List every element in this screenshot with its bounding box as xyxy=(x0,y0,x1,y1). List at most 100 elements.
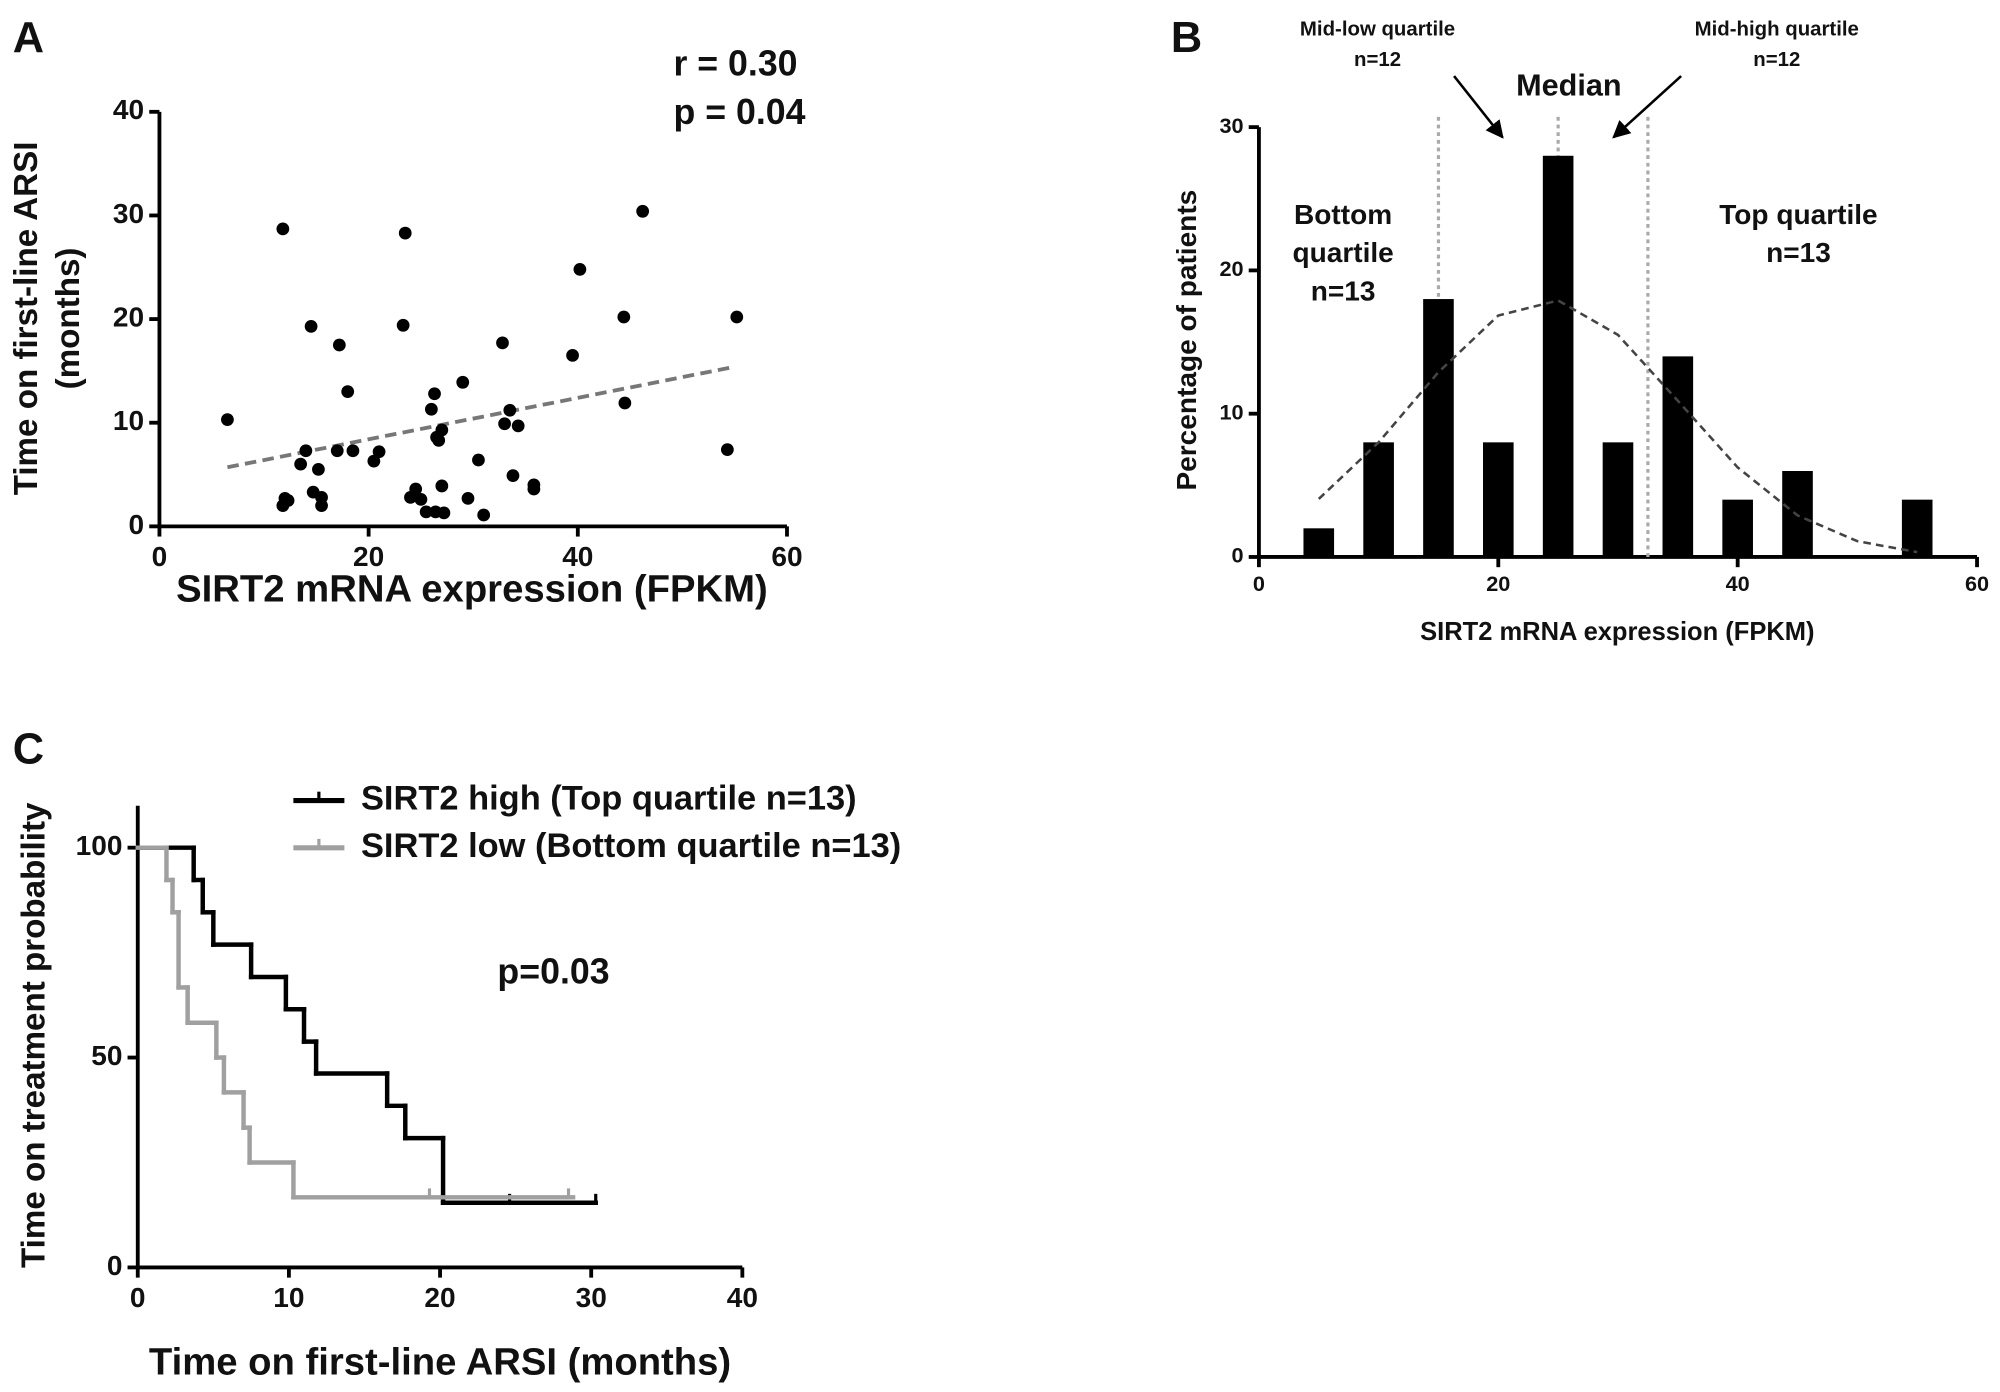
scatter-point xyxy=(527,482,541,496)
scatter-point xyxy=(618,396,632,410)
y-tick-label: 0 xyxy=(1232,543,1244,568)
scatter-point xyxy=(503,403,517,417)
scatter-point xyxy=(730,310,744,324)
scatter-point xyxy=(367,454,381,468)
x-axis-label: SIRT2 mRNA expression (FPKM) xyxy=(176,568,768,611)
annotation: p = 0.04 xyxy=(673,92,805,132)
annotation: Bottom xyxy=(1294,199,1392,230)
scatter-point xyxy=(221,413,234,426)
scatter-point xyxy=(498,417,511,431)
scatter-point xyxy=(312,462,325,476)
y-tick-label: 10 xyxy=(113,405,144,436)
annotation: quartile xyxy=(1292,237,1393,268)
scatter-point xyxy=(341,385,355,399)
annotation: n=13 xyxy=(1766,237,1831,268)
y-tick-label: 10 xyxy=(1220,399,1244,424)
bar xyxy=(1602,442,1634,557)
annotation: p=0.03 xyxy=(497,951,609,991)
x-tick-label: 60 xyxy=(771,541,802,572)
bar xyxy=(1482,442,1514,557)
trend-line xyxy=(227,364,736,470)
x-tick-label: 20 xyxy=(1486,571,1510,596)
scatter-point xyxy=(330,444,344,458)
scatter-point xyxy=(437,506,451,520)
scatter-point xyxy=(276,222,290,236)
scatter-point xyxy=(472,453,485,467)
scatter-point xyxy=(372,445,386,459)
scatter-point xyxy=(414,493,428,506)
annotation: n=12 xyxy=(1354,49,1401,71)
x-tick-label: 0 xyxy=(130,1282,146,1313)
scatter-point xyxy=(720,443,734,457)
arrow xyxy=(1453,75,1504,139)
fit-curve xyxy=(1317,299,1918,554)
arrow xyxy=(1612,75,1682,139)
scatter-point xyxy=(511,419,525,433)
scatter-point xyxy=(573,262,587,276)
scatter-point xyxy=(398,226,412,240)
y-tick-label: 50 xyxy=(91,1040,122,1071)
scatter-point xyxy=(315,499,328,513)
scatter-point xyxy=(435,423,449,437)
x-tick-label: 0 xyxy=(1253,571,1265,596)
legend-label: SIRT2 low (Bottom quartile n=13) xyxy=(361,827,901,865)
scatter-point xyxy=(419,505,433,519)
y-tick-label: 100 xyxy=(76,830,123,861)
x-tick-label: 0 xyxy=(152,541,168,572)
bar xyxy=(1303,528,1335,557)
annotation: Top quartile xyxy=(1719,199,1877,230)
annotation: Mid-low quartile xyxy=(1300,19,1455,41)
y-tick-label: 0 xyxy=(129,509,145,540)
scatter-point xyxy=(304,319,318,333)
bar xyxy=(1423,299,1454,557)
bar xyxy=(1722,499,1753,557)
scatter-point xyxy=(332,338,346,352)
scatter-point xyxy=(496,336,509,350)
scatter-point xyxy=(294,457,308,471)
x-axis-label: Time on first-line ARSI (months) xyxy=(149,1340,731,1383)
scatter-point xyxy=(435,479,449,493)
scatter-point xyxy=(432,433,446,447)
panel-letter: C xyxy=(13,726,44,774)
scatter-point xyxy=(461,491,475,505)
x-tick-label: 20 xyxy=(353,541,384,572)
y-axis-label: Percentage of patients xyxy=(1171,190,1202,491)
x-tick-label: 60 xyxy=(1965,571,1989,596)
scatter-point xyxy=(299,444,313,458)
annotation: n=12 xyxy=(1753,49,1800,71)
annotation: n=13 xyxy=(1311,275,1376,306)
y-tick-label: 0 xyxy=(107,1250,123,1281)
annotation: Median xyxy=(1516,69,1621,103)
x-tick-label: 40 xyxy=(1726,571,1750,596)
legend-label: SIRT2 high (Top quartile n=13) xyxy=(361,780,857,818)
y-axis-label: Time on first-line ARSI xyxy=(8,142,45,496)
y-tick-label: 20 xyxy=(1220,256,1244,281)
panel-letter: A xyxy=(13,14,44,62)
y-tick-label: 30 xyxy=(1220,113,1244,138)
x-tick-label: 40 xyxy=(727,1282,758,1313)
bar xyxy=(1901,499,1933,557)
x-tick-label: 10 xyxy=(273,1282,304,1313)
scatter-point xyxy=(281,494,295,507)
scatter-point xyxy=(566,348,579,362)
y-axis-label: (months) xyxy=(50,248,87,390)
y-tick-label: 30 xyxy=(113,198,144,229)
y-axis-label: Time on treatment probability xyxy=(15,802,52,1268)
y-tick-label: 40 xyxy=(113,94,144,125)
scatter-point xyxy=(636,204,650,218)
scatter-point xyxy=(456,375,470,389)
x-tick-label: 40 xyxy=(562,541,593,572)
annotation: r = 0.30 xyxy=(673,43,797,83)
x-tick-label: 30 xyxy=(576,1282,607,1313)
scatter-point xyxy=(425,402,438,416)
x-axis-label: SIRT2 mRNA expression (FPKM) xyxy=(1420,618,1814,646)
bar xyxy=(1662,356,1694,557)
bar xyxy=(1542,155,1574,557)
scatter-point xyxy=(477,508,491,522)
scatter-point xyxy=(428,387,441,401)
panel-letter: B xyxy=(1171,14,1202,62)
y-tick-label: 20 xyxy=(113,301,144,332)
x-tick-label: 20 xyxy=(424,1282,455,1313)
